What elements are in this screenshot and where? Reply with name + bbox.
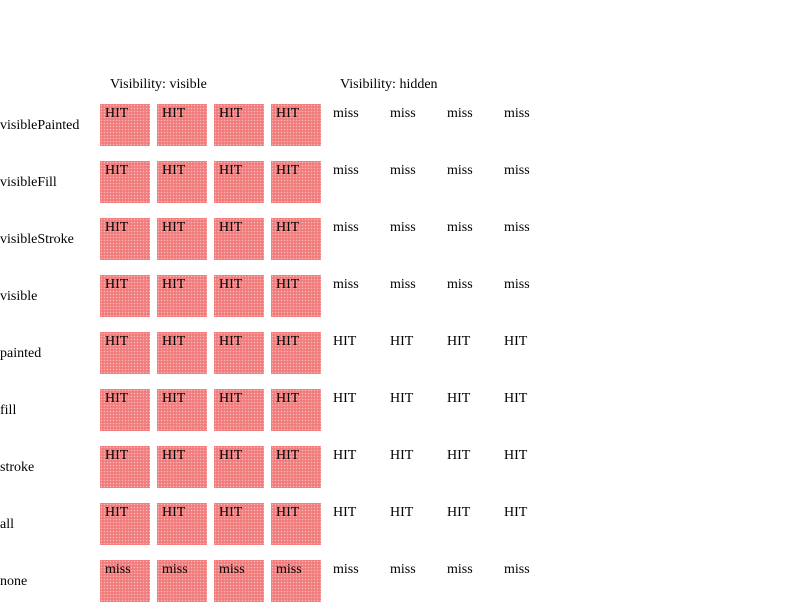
hidden-test-cell[interactable]: miss [504,163,530,178]
visible-test-cell[interactable]: HIT [100,275,150,317]
table-row: visibleStroke HIT HIT HIT HIT miss miss miss mis… [0,218,560,268]
visibility-hidden-header: Visibility: hidden [340,77,438,92]
table-row: stroke HIT HIT HIT HIT HIT HIT HIT HIT [0,446,560,496]
visible-test-cell[interactable]: HIT [100,389,150,431]
visible-test-cell[interactable]: HIT [100,218,150,260]
hidden-test-cell[interactable]: miss [447,277,473,292]
visible-test-cell[interactable]: HIT [271,503,321,545]
row-label: fill [0,403,17,418]
hidden-test-cell[interactable]: HIT [390,505,414,520]
visible-test-cell[interactable]: HIT [271,161,321,203]
row-label: painted [0,346,42,361]
visible-test-cell[interactable]: HIT [157,218,207,260]
visible-test-cell[interactable]: HIT [157,161,207,203]
visible-test-cell[interactable]: HIT [100,503,150,545]
visible-test-cell[interactable]: HIT [271,389,321,431]
hidden-test-cell[interactable]: miss [390,277,416,292]
hidden-test-cell[interactable]: HIT [333,334,357,349]
hidden-test-cell[interactable]: HIT [504,391,528,406]
hidden-test-cell[interactable]: HIT [390,448,414,463]
visible-test-cell[interactable]: HIT [157,389,207,431]
hidden-test-cell[interactable]: HIT [447,334,471,349]
hidden-test-cell[interactable]: miss [333,277,359,292]
visible-test-cell[interactable]: miss [214,560,264,602]
row-label: all [0,517,14,532]
hidden-test-cell[interactable]: HIT [447,448,471,463]
visibility-visible-header: Visibility: visible [110,77,207,92]
hidden-test-cell[interactable]: HIT [504,505,528,520]
hidden-test-cell[interactable]: HIT [447,391,471,406]
row-label: visibleFill [0,175,57,190]
hidden-test-cell[interactable]: HIT [333,391,357,406]
visible-test-cell[interactable]: HIT [157,104,207,146]
visible-test-cell[interactable]: HIT [157,275,207,317]
hidden-test-cell[interactable]: miss [504,562,530,577]
hidden-test-cell[interactable]: HIT [390,391,414,406]
visible-test-cell[interactable]: HIT [100,332,150,374]
hidden-test-cell[interactable]: miss [333,562,359,577]
hidden-test-cell[interactable]: HIT [447,505,471,520]
visible-test-cell[interactable]: miss [157,560,207,602]
visible-test-cell[interactable]: HIT [100,161,150,203]
visible-test-cell[interactable]: HIT [214,503,264,545]
table-row: none miss miss miss miss miss miss miss miss [0,560,560,610]
table-row: painted HIT HIT HIT HIT HIT HIT HIT HIT [0,332,560,382]
hidden-test-cell[interactable]: miss [447,106,473,121]
hidden-test-cell[interactable]: miss [504,106,530,121]
table-row: fill HIT HIT HIT HIT HIT HIT HIT HIT [0,389,560,439]
visible-test-cell[interactable]: HIT [100,446,150,488]
visible-test-cell[interactable]: HIT [214,389,264,431]
hidden-test-cell[interactable]: miss [333,106,359,121]
hidden-test-cell[interactable]: HIT [333,505,357,520]
visible-test-cell[interactable]: HIT [214,218,264,260]
visible-test-cell[interactable]: HIT [271,218,321,260]
visible-test-cell[interactable]: HIT [157,503,207,545]
hidden-test-cell[interactable]: miss [447,562,473,577]
hidden-test-cell[interactable]: miss [333,220,359,235]
visible-test-cell[interactable]: miss [271,560,321,602]
visible-test-cell[interactable]: HIT [214,161,264,203]
visible-test-cell[interactable]: HIT [271,104,321,146]
table-row: visiblePainted HIT HIT HIT HIT miss miss miss mi… [0,104,560,154]
hidden-test-cell[interactable]: miss [447,220,473,235]
row-label: stroke [0,460,35,475]
visible-test-cell[interactable]: HIT [271,446,321,488]
table-row: visible HIT HIT HIT HIT miss miss miss miss [0,275,560,325]
hidden-test-cell[interactable]: miss [504,220,530,235]
row-label: visible [0,289,38,304]
hidden-test-cell[interactable]: miss [447,163,473,178]
visible-test-cell[interactable]: HIT [214,104,264,146]
hidden-test-cell[interactable]: HIT [504,334,528,349]
visible-test-cell[interactable]: HIT [157,332,207,374]
hidden-test-cell[interactable]: miss [390,106,416,121]
visible-test-cell[interactable]: HIT [271,332,321,374]
hidden-test-cell[interactable]: miss [390,562,416,577]
hidden-test-cell[interactable]: miss [390,163,416,178]
visible-test-cell[interactable]: HIT [157,446,207,488]
visible-test-cell[interactable]: HIT [271,275,321,317]
row-label: visiblePainted [0,118,80,133]
row-label: visibleStroke [0,232,74,247]
hidden-test-cell[interactable]: HIT [333,448,357,463]
table-row: all HIT HIT HIT HIT HIT HIT HIT HIT [0,503,560,553]
hidden-test-cell[interactable]: HIT [390,334,414,349]
hidden-test-cell[interactable]: miss [504,277,530,292]
hidden-test-cell[interactable]: miss [333,163,359,178]
table-row: visibleFill HIT HIT HIT HIT miss miss miss miss [0,161,560,211]
row-label: none [0,574,28,589]
visible-test-cell[interactable]: HIT [100,104,150,146]
visible-test-cell[interactable]: HIT [214,446,264,488]
visible-test-cell[interactable]: HIT [214,275,264,317]
hidden-test-cell[interactable]: HIT [504,448,528,463]
hidden-test-cell[interactable]: miss [390,220,416,235]
visible-test-cell[interactable]: HIT [214,332,264,374]
visible-test-cell[interactable]: miss [100,560,150,602]
